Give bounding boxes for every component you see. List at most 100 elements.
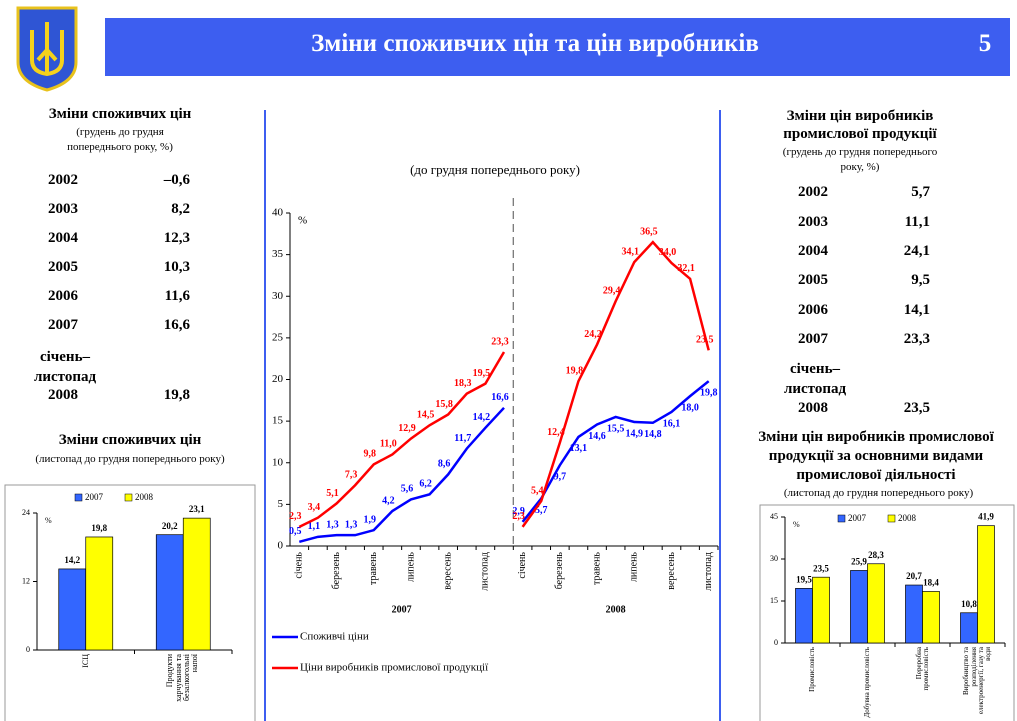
row-year: 2007 [798,331,828,347]
value-label: 28,3 [868,550,884,560]
row-year: 2005 [48,259,78,275]
row-value: 9,5 [911,272,930,288]
value-label: 23,1 [189,504,205,514]
x-tick-label: листопад [703,552,714,591]
x-tick-label: Виробництво та розподілення електроенерг… [961,647,992,715]
x-tick-label: Добувна промисловість [862,647,871,718]
row-value: 11,6 [164,288,190,304]
x-tick-label: листопад [480,552,491,591]
value-label: 23,3 [491,336,509,347]
row-year: 2004 [48,230,78,246]
value-label: 11,0 [380,439,397,450]
x-tick-label: січень [294,552,305,579]
row-year: 2004 [798,243,828,259]
y-unit: % [45,516,52,525]
bar [850,570,868,644]
y-tick-label: 5 [278,498,284,510]
row-year: 2006 [48,288,78,304]
legend-swatch [74,493,83,502]
value-label: 36,5 [640,226,658,237]
chart-subtitle: (до грудня попереднього року) [410,162,580,177]
x-tick-label: Переробна промисловість [914,647,930,691]
row-value: 12,3 [163,230,190,246]
y-tick-label: 24 [22,508,30,517]
value-label: 1,1 [308,521,321,532]
y-tick-label: 30 [770,554,778,563]
y-tick-label: 15 [770,596,778,605]
y-tick-label: 35 [272,248,284,260]
value-label: 14,2 [64,555,80,565]
value-label: 41,9 [978,512,994,522]
value-label: 7,3 [345,470,358,481]
chart-subtitle: (листопад до грудня попереднього року) [783,487,974,499]
value-label: 20,7 [906,571,922,581]
value-label: 13,1 [570,443,588,454]
row-year: 2005 [798,272,828,288]
chart-title: Зміни цін виробників промислової продукц… [758,429,994,483]
bar [977,525,995,644]
value-label: 18,0 [681,402,699,413]
value-label: 5,7 [535,505,548,516]
value-label: 1,3 [345,519,358,530]
x-tick-label: липень [405,552,416,582]
value-label: 19,8 [566,365,584,376]
y-tick-label: 12 [22,576,30,585]
value-label: 34,1 [622,246,640,257]
row-value: –0,6 [163,172,190,188]
y-unit: % [298,215,307,227]
legend-label: Споживчі ціни [300,631,369,643]
row-year: 2008 [798,400,828,416]
value-label: 6,2 [419,479,432,490]
value-label: 2,3 [512,511,525,522]
y-tick-label: 0 [26,645,30,654]
value-label: 25,9 [851,557,867,567]
value-label: 15,8 [435,399,453,410]
bar [85,536,114,651]
bar [867,563,885,644]
legend-label: 2007 [85,492,104,502]
value-label: 1,3 [326,519,339,530]
value-label: 9,8 [363,449,376,460]
x-tick-label: січень [517,552,528,579]
chart-frame [4,484,256,721]
row-value: 11,1 [904,214,930,230]
value-label: 5,1 [326,488,339,499]
value-label: 5,6 [401,484,414,495]
row-value: 5,7 [911,184,930,200]
value-label: 19,8 [91,523,107,533]
value-label: 32,1 [677,263,695,274]
row-value: 23,3 [903,331,930,347]
value-label: 19,8 [700,387,718,398]
value-label: 16,1 [663,418,681,429]
chart-frame [759,504,1015,721]
row-year: 2002 [48,172,78,188]
group-label: 2008 [606,604,626,615]
line-series [521,380,710,523]
legend-swatch [887,514,896,523]
value-label: 14,2 [473,412,491,423]
x-tick-label: березень [554,552,565,590]
value-label: 18,4 [923,578,939,588]
value-label: 14,5 [417,410,435,421]
bar [812,576,830,644]
value-label: 12,4 [547,427,565,438]
y-tick-label: 0 [774,638,778,647]
y-tick-label: 30 [272,290,284,302]
row-year: 2006 [798,302,828,318]
row-year: 2002 [798,184,828,200]
bar [905,584,923,644]
x-tick-label: вересень [666,552,677,590]
y-tick-label: 40 [272,207,284,219]
value-label: 11,7 [454,433,471,444]
x-tick-label: травень [591,552,602,585]
row-value: 10,3 [163,259,190,275]
legend-label: Ціни виробників промислової продукції [300,662,489,674]
value-label: 29,4 [603,286,621,297]
row-value: 24,1 [903,243,930,259]
value-label: 19,5 [796,574,812,584]
bar [960,612,978,644]
row-value: 16,6 [163,317,190,333]
row-value: 19,8 [163,387,190,403]
table-title: Зміни цін виробників промислової продукц… [783,108,937,142]
